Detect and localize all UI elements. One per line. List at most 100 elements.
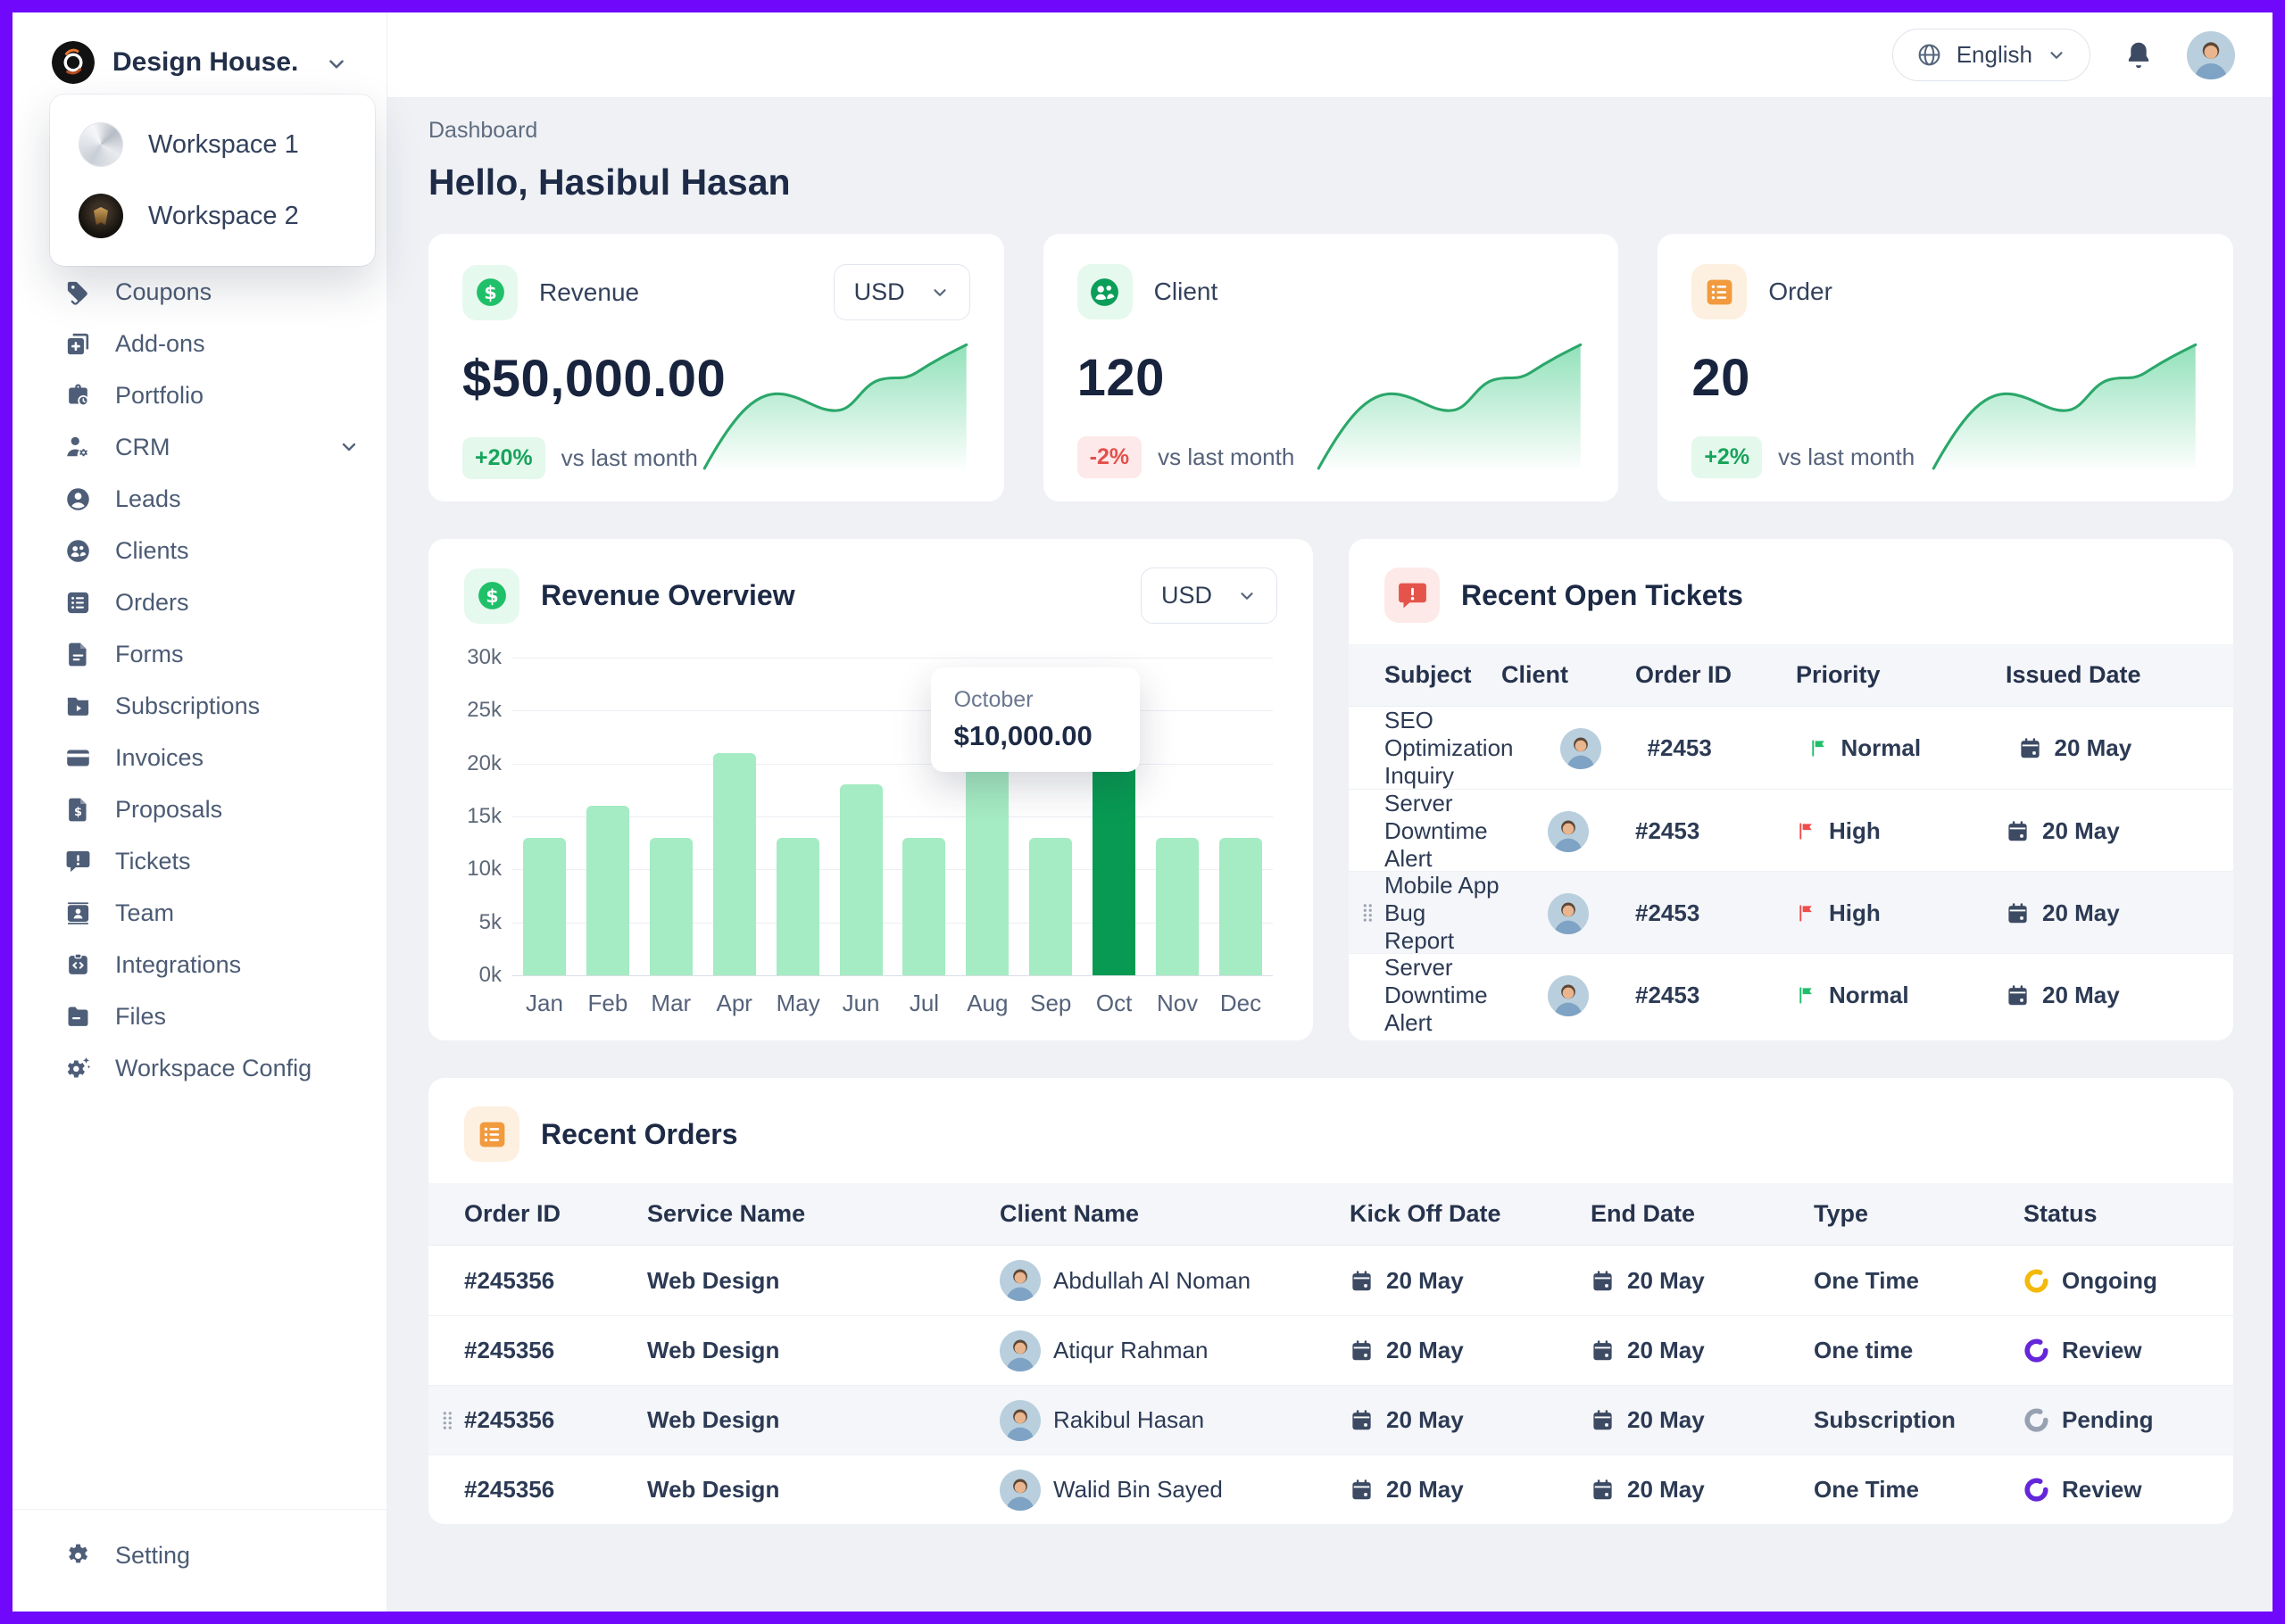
tickets-table-body: SEO Optimization Inquiry #2453 Normal 20… [1349,707,2233,1036]
table-row[interactable]: Mobile App Bug Report #2453 High 20 May [1349,871,2233,954]
sidebar-item[interactable]: Team [12,887,386,939]
gridline [512,710,1273,712]
sidebar-item[interactable]: Integrations [12,939,386,990]
sidebar-item[interactable]: Add-ons [12,318,386,369]
order-id: #245356 [464,1406,555,1433]
issued-date: 20 May [2042,899,2120,926]
calendar-icon [1591,1269,1615,1293]
order-type: Subscription [1814,1406,1956,1433]
table-row[interactable]: #245356 Web Design Atiqur Rahman 20 May … [428,1315,2233,1385]
ticket-order-id: #2453 [1635,817,1700,844]
notifications-bell-icon[interactable] [2123,39,2155,71]
tooltip-month: October [953,686,1034,712]
column-header: Kick Off Date [1350,1200,1501,1227]
gridline [512,869,1273,871]
table-row[interactable]: SEO Optimization Inquiry #2453 Normal 20… [1349,707,2233,789]
status-spinner-icon [2023,1407,2049,1433]
table-row[interactable]: Server Downtime Alert #2453 High 20 May [1349,789,2233,872]
table-row[interactable]: #245356 Web Design Walid Bin Sayed 20 Ma… [428,1454,2233,1524]
sidebar-item[interactable]: Subscriptions [12,680,386,732]
workspace-menu-item[interactable]: Workspace 2 [50,180,375,252]
gridline [512,816,1273,817]
y-axis-tick: 10k [467,857,502,882]
table-row[interactable]: Server Downtime Alert #2453 Normal 20 Ma… [1349,953,2233,1036]
chevron-down-icon [2047,46,2066,65]
sidebar-item[interactable]: Workspace Config [12,1042,386,1094]
drag-handle-icon[interactable] [436,1404,459,1437]
gear-spark-icon [64,1055,92,1082]
column-header: Order ID [1635,661,1732,688]
bar[interactable] [1093,763,1136,975]
column-header: Priority [1796,661,1881,688]
bar[interactable] [649,837,693,975]
bar[interactable] [523,837,566,975]
currency-value: USD [1160,582,1212,609]
workspace-dropdown: Workspace 1 Workspace 2 [50,95,375,266]
user-avatar[interactable] [2187,30,2235,79]
currency-value: USD [853,278,905,305]
end-date: 20 May [1627,1266,1705,1294]
flag-icon [1796,985,1816,1006]
bar[interactable] [586,806,629,975]
sidebar-item[interactable]: Tickets [12,835,386,887]
briefcase-icon [64,382,92,410]
currency-select[interactable]: USD [833,264,970,320]
sidebar-item-setting[interactable]: Setting [12,1529,386,1581]
breadcrumb[interactable]: Dashboard [428,118,538,143]
sparkline-chart [1932,343,2198,472]
users-circle-icon [64,537,92,565]
bar[interactable] [1156,837,1200,975]
calendar-icon [1591,1478,1615,1502]
table-row[interactable]: #245356 Web Design Rakibul Hasan 20 May … [428,1385,2233,1454]
sidebar-item-label: Add-ons [115,329,205,357]
workspace-switcher[interactable]: Design House. [12,12,386,105]
bar[interactable] [712,752,756,975]
language-selector[interactable]: English [1891,29,2090,81]
sidebar-item[interactable]: Orders [12,576,386,628]
list-icon [64,589,92,617]
bar[interactable] [839,784,883,975]
stat-note: vs last month [1158,443,1295,470]
stat-value: $50,000.00 [462,350,727,408]
bar[interactable] [776,837,819,975]
sidebar-item-label: CRM [115,433,170,460]
column-header: End Date [1591,1200,1696,1227]
sidebar-item[interactable]: Coupons [12,266,386,318]
workspace-menu-item[interactable]: Workspace 1 [50,109,375,180]
sidebar-item[interactable]: Leads [12,473,386,525]
sidebar-item[interactable]: $ Proposals [12,783,386,835]
brand-logo-icon [52,41,95,84]
sidebar-item-label: Portfolio [115,381,204,409]
kick-off-date: 20 May [1386,1337,1464,1363]
chevron-down-icon [930,283,950,302]
chart-tooltip: October $10,000.00 [930,667,1140,772]
sidebar-item[interactable]: Files [12,990,386,1042]
currency-select[interactable]: USD [1140,568,1277,624]
sidebar-item[interactable]: Invoices [12,732,386,783]
gear-icon [64,1542,92,1570]
issued-date: 20 May [2042,817,2120,844]
stat-note: vs last month [1778,443,1915,470]
column-header: Type [1814,1200,1869,1227]
y-axis-tick: 15k [467,804,502,828]
table-row[interactable]: #245356 Web Design Abdullah Al Noman 20 … [428,1246,2233,1315]
credit-card-icon [64,744,92,772]
bar[interactable] [1218,837,1262,975]
drag-handle-icon[interactable] [1356,897,1379,929]
gridline [512,975,1273,976]
x-axis-label: Dec [1219,990,1262,1016]
bar[interactable] [902,837,946,975]
sidebar-item[interactable]: Forms [12,628,386,680]
client-avatar [1000,1399,1041,1441]
bar[interactable] [1029,837,1073,975]
sidebar-item[interactable]: CRM [12,421,386,473]
sidebar-item[interactable]: Clients [12,525,386,576]
sparkline-chart [1317,343,1583,472]
sidebar-item-label: Invoices [115,743,204,771]
file-dollar-icon: $ [64,796,92,824]
tooltip-value: $10,000.00 [953,719,1093,751]
priority-label: Normal [1829,982,1909,1008]
priority-label: Normal [1840,734,1922,761]
sidebar-item[interactable]: Portfolio [12,369,386,421]
calendar-icon [1350,1408,1374,1432]
